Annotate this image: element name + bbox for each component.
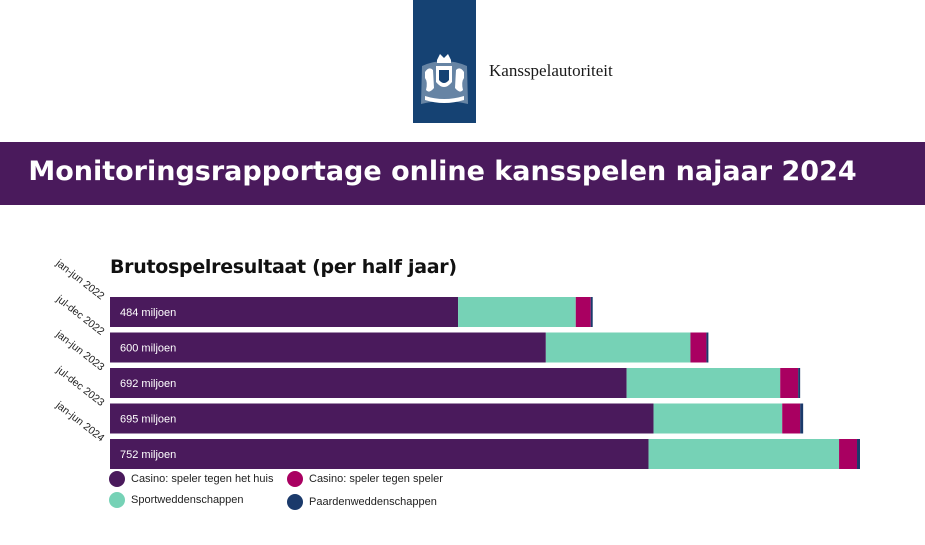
bar-segment <box>545 332 691 363</box>
legend-swatch <box>109 492 125 508</box>
bar-segment <box>839 439 858 469</box>
legend-swatch <box>109 471 125 487</box>
legend-label: Paardenweddenschappen <box>309 496 437 508</box>
bar-segment <box>690 332 707 363</box>
report-title: Monitoringsrapportage online kansspelen … <box>28 156 857 187</box>
bar-segment <box>798 368 801 398</box>
bar-segment <box>590 297 593 327</box>
bar-segment <box>782 403 801 434</box>
bar-segment <box>110 332 546 363</box>
bar-total-label: 752 miljoen <box>120 449 176 461</box>
legend-label: Sportweddenschappen <box>131 494 244 506</box>
bar-segment <box>110 403 654 434</box>
bar-segment <box>653 403 783 434</box>
bar-total-label: 600 miljoen <box>120 343 176 355</box>
organization-name: Kansspelautoriteit <box>489 61 613 80</box>
royal-coat-of-arms-icon <box>421 54 468 104</box>
bar-segment <box>626 368 781 398</box>
logo <box>413 0 476 123</box>
legend-label: Casino: speler tegen het huis <box>131 473 274 485</box>
report-banner: Monitoringsrapportage online kansspelen … <box>0 142 925 205</box>
bar-segment <box>458 297 576 327</box>
bar-segment <box>780 368 799 398</box>
legend-item-horse: Paardenweddenschappen <box>287 494 437 510</box>
legend-item-casino-house: Casino: speler tegen het huis <box>109 471 273 487</box>
bar-segment <box>706 332 709 363</box>
bar-segment <box>800 403 804 434</box>
bar-segment <box>110 439 649 469</box>
bar-segment <box>110 297 459 327</box>
bar-segment <box>648 439 840 469</box>
legend-label: Casino: speler tegen speler <box>309 473 443 485</box>
bar-segment <box>110 368 627 398</box>
bar-segment <box>857 439 860 469</box>
bar-total-label: 692 miljoen <box>120 378 176 390</box>
chart-title: Brutospelresultaat (per half jaar) <box>110 256 457 278</box>
legend-swatch <box>287 471 303 487</box>
bar-segment <box>575 297 591 327</box>
legend-swatch <box>287 494 303 510</box>
bar-total-label: 695 miljoen <box>120 414 176 426</box>
bar-total-label: 484 miljoen <box>120 307 176 319</box>
legend-item-casino-player: Casino: speler tegen speler <box>287 471 443 487</box>
legend-item-sport: Sportweddenschappen <box>109 492 244 508</box>
